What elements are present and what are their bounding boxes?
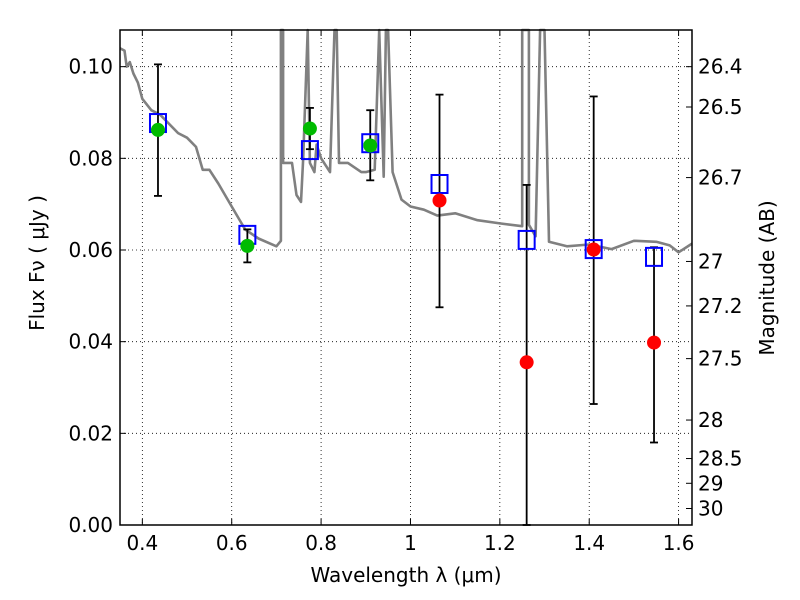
x-tick-label: 0.6 (216, 531, 248, 555)
x-tick-label: 1.4 (573, 531, 605, 555)
right-tick-label: 29 (698, 471, 723, 495)
y-tick-label: 0.06 (68, 238, 113, 262)
model-photometry-square (645, 246, 664, 267)
right-tick-label: 28.5 (698, 447, 743, 471)
model-sed-line-group (119, 28, 693, 254)
detection-point (240, 238, 255, 253)
x-tick-label: 0.8 (305, 531, 337, 555)
y-tick-label: 0.04 (68, 330, 113, 354)
grid-lines (120, 30, 692, 525)
x-tick-label: 0.4 (126, 531, 158, 555)
y-tick-label: 0.02 (68, 421, 113, 445)
model-photometry-square (430, 174, 449, 194)
low-sn-point (586, 242, 601, 257)
right-tick-label: 30 (698, 497, 723, 521)
x-tick-label: 1 (404, 531, 417, 555)
x-axis-label: Wavelength λ (μm) (310, 563, 501, 587)
y-tick-label: 0.00 (68, 513, 113, 537)
data-points-group (148, 63, 664, 526)
low-sn-point (432, 193, 447, 208)
axis-ticks: 0.4 0.6 0.8 1 1.2 1.4 1.6 0.00 0.02 0.04 0.06 0.08 0… (68, 30, 743, 555)
model-photometry-square (517, 229, 536, 250)
right-tick-label: 27.2 (698, 294, 743, 318)
right-axis-label: Magnitude (AB) (755, 200, 779, 355)
low-sn-point (647, 335, 662, 350)
plot-frame (119, 29, 693, 526)
model-photometry-square (300, 140, 319, 161)
detection-point (150, 122, 165, 137)
detection-point (302, 121, 317, 136)
detection-point (363, 138, 378, 153)
model-sed-line (119, 28, 693, 254)
right-tick-label: 27.5 (698, 347, 743, 371)
right-tick-label: 28 (698, 408, 723, 432)
low-sn-point (519, 355, 534, 370)
y-tick-label: 0.08 (68, 146, 113, 170)
right-tick-label: 26.4 (698, 55, 743, 79)
y-tick-label: 0.10 (68, 55, 113, 79)
x-tick-label: 1.6 (663, 531, 695, 555)
right-tick-label: 26.5 (698, 95, 743, 119)
right-tick-label: 26.7 (698, 166, 743, 190)
x-tick-label: 1.2 (484, 531, 516, 555)
right-tick-label: 27 (698, 249, 723, 273)
model-photometry-square (584, 239, 603, 260)
y-axis-label: Flux Fν ( μJy ) (25, 195, 49, 331)
